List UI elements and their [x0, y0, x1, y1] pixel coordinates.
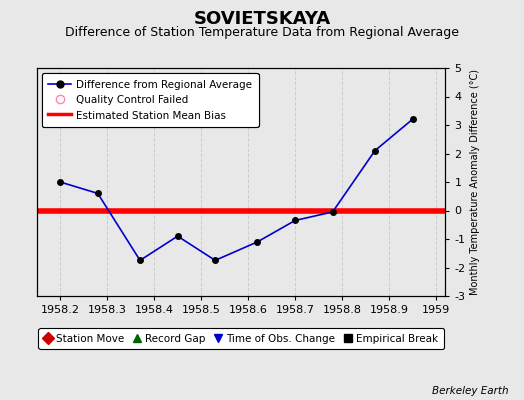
Text: SOVIETSKAYA: SOVIETSKAYA: [193, 10, 331, 28]
Legend: Station Move, Record Gap, Time of Obs. Change, Empirical Break: Station Move, Record Gap, Time of Obs. C…: [38, 328, 444, 349]
Text: Berkeley Earth: Berkeley Earth: [432, 386, 508, 396]
Text: Difference of Station Temperature Data from Regional Average: Difference of Station Temperature Data f…: [65, 26, 459, 39]
Y-axis label: Monthly Temperature Anomaly Difference (°C): Monthly Temperature Anomaly Difference (…: [470, 69, 479, 295]
Legend: Difference from Regional Average, Quality Control Failed, Estimated Station Mean: Difference from Regional Average, Qualit…: [42, 73, 258, 127]
